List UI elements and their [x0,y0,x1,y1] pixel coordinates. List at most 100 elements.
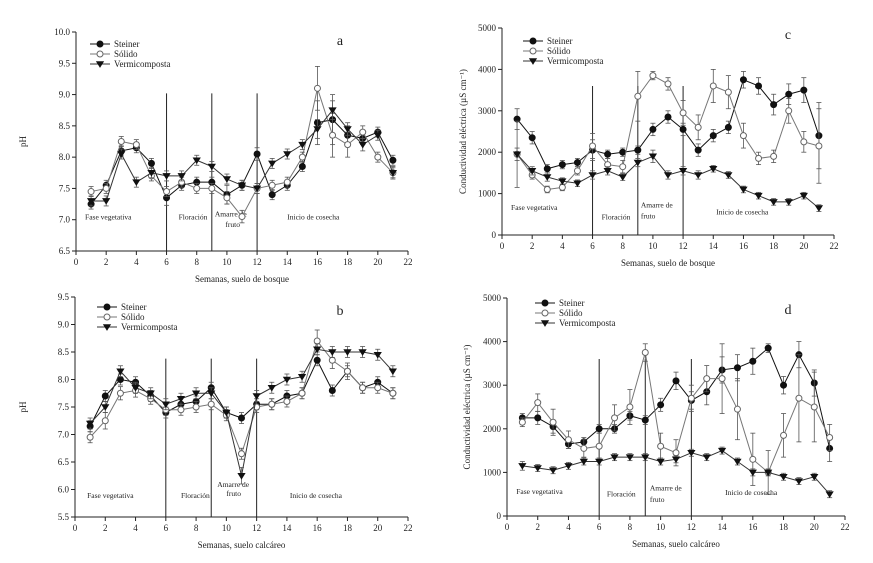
data-point [132,141,140,149]
y-tick-label: 5.5 [58,512,70,522]
data-point [207,390,216,398]
data-point [780,381,788,389]
data-point [800,138,808,146]
data-point [826,434,834,442]
x-tick-label: 0 [500,241,505,251]
data-point [373,132,382,140]
legend-label: Vermicomposta [547,56,604,66]
data-point [359,128,367,136]
data-point [223,194,231,202]
x-tick-label: 18 [779,522,789,532]
y-tick-label: 2000 [478,147,497,157]
y-axis-title: pH [18,401,28,413]
panel-c: 0 2 4 6 8 10 12 14 16 18 20 22 0 1000 2000 3000 4000 5000… [458,23,839,268]
phase-label: Amarre de [641,201,674,210]
x-axis-title: Semanas, suelo de bosque [195,274,289,284]
data-point [237,472,246,480]
data-point [543,185,551,193]
phase-label: Fase vegetativa [516,487,563,496]
data-point [573,180,582,188]
panel-letter: c [785,28,791,43]
data-point [671,456,681,464]
y-tick-label: 5000 [478,23,497,33]
data-point [388,368,397,376]
data-point [733,458,742,466]
y-tick-label: 8.5 [59,121,71,131]
data-point [595,442,603,450]
data-point [162,173,171,180]
data-point [268,160,277,168]
data-point [543,165,551,173]
data-point [769,199,778,206]
data-point [799,192,808,200]
data-point [131,384,140,392]
panel-b: 0 2 4 6 8 10 12 14 16 18 20 22 5.5 6.0 6.5 7.0 7.5 8.0 8.5… [18,292,413,550]
data-point [580,444,588,452]
data-point [558,183,566,191]
x-tick-label: 20 [373,257,383,267]
data-point [252,393,261,400]
data-point [177,406,185,414]
x-tick-label: 0 [74,257,79,267]
data-point [626,403,634,411]
data-point [709,82,717,90]
data-point [283,178,291,186]
legend-marker [528,58,538,65]
y-tick-label: 8.0 [59,152,71,162]
data-point [709,132,717,140]
data-point [101,392,109,400]
data-point [86,198,96,205]
y-axis-title: pH [18,136,28,148]
x-tick-label: 10 [656,522,666,532]
data-point [678,168,688,175]
phase-label: Inicio de cosecha [725,488,778,497]
data-point [588,172,597,179]
data-point [679,125,687,133]
phase-label: Floración [181,491,210,500]
phase-label: Inicio de cosecha [716,207,769,216]
data-point [268,191,276,199]
data-point [283,398,291,405]
phase-label: Floración [607,489,636,498]
data-point [764,344,772,352]
x-tick-label: 14 [282,523,292,533]
data-point [810,403,818,411]
data-point [86,420,95,428]
x-tick-label: 4 [133,523,138,533]
data-point [814,205,824,212]
data-point [573,159,581,167]
data-point [528,134,536,142]
phase-label: fruto [650,495,665,504]
x-tick-label: 8 [194,523,199,533]
legend-marker [541,309,549,317]
data-point [147,170,156,177]
y-tick-label: 0 [492,230,497,240]
data-point [512,151,522,159]
legend-marker [96,40,104,48]
data-point [672,377,680,385]
panel-a: 0 2 4 6 8 10 12 14 16 18 20 22 6.5 7.0 7.5 8.0 8.5 9.0 9.5… [18,27,413,284]
panel-d: 0 2 4 6 8 10 12 14 16 18 20 22 0 1000 2000 3000 4000 5000… [462,293,850,549]
series-Sólido [518,343,834,495]
phase-label: Inicio de cosecha [290,491,343,500]
y-tick-label: 2000 [483,424,502,434]
data-point [328,356,336,364]
data-point [297,373,307,381]
data-point [702,454,711,461]
series-Vermicomposta [512,120,824,212]
data-point [564,436,572,444]
y-tick-label: 3000 [483,380,502,390]
data-point [343,349,352,356]
x-tick-label: 14 [718,522,728,532]
data-point [534,414,542,422]
data-point [268,400,276,408]
data-point [374,384,382,392]
data-point [238,213,246,221]
data-point [237,182,247,190]
x-tick-label: 18 [343,257,353,267]
phase-label: fruto [641,211,656,220]
data-point [298,389,306,397]
data-point [649,72,657,80]
legend-marker [96,50,104,58]
data-point [679,109,687,117]
